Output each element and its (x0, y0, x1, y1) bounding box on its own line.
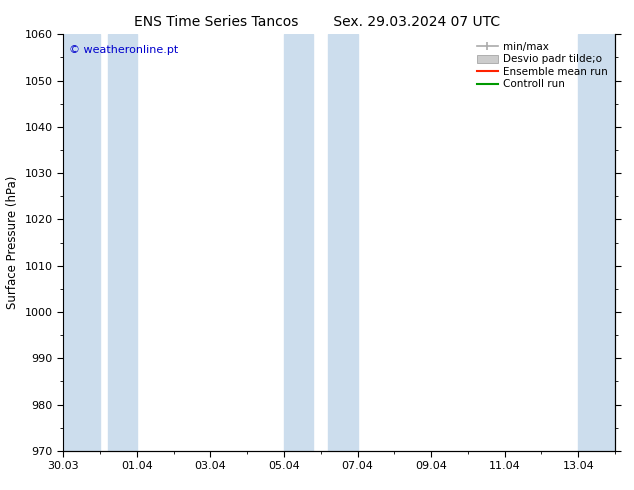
Text: ENS Time Series Tancos        Sex. 29.03.2024 07 UTC: ENS Time Series Tancos Sex. 29.03.2024 0… (134, 15, 500, 29)
Bar (108, 34, 137, 451)
Y-axis label: Surface Pressure (hPa): Surface Pressure (hPa) (6, 176, 19, 309)
Legend: min/max, Desvio padr tilde;o, Ensemble mean run, Controll run: min/max, Desvio padr tilde;o, Ensemble m… (475, 40, 610, 92)
Text: © weatheronline.pt: © weatheronline.pt (69, 45, 178, 55)
Bar (60, 34, 100, 451)
Bar (328, 34, 358, 451)
Bar (284, 34, 313, 451)
Bar (578, 34, 619, 451)
